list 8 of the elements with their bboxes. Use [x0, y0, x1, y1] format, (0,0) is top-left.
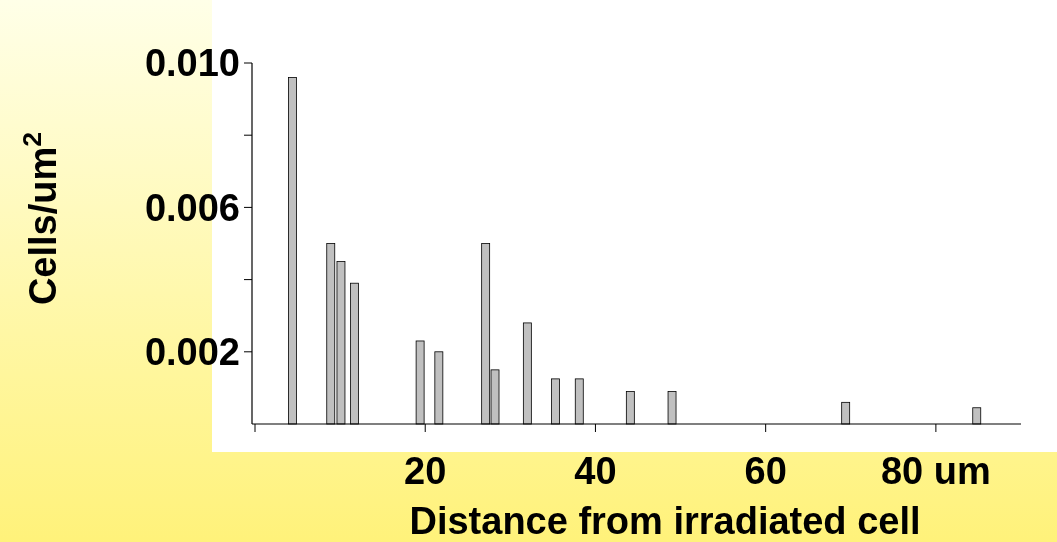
x-tick-label: 80 um — [880, 450, 991, 492]
x-axis-title: Distance from irradiated cell — [409, 500, 921, 542]
x-tick-label: 40 — [574, 450, 617, 492]
y-tick-label: 0.006 — [144, 186, 240, 229]
y-tick-label: 0.002 — [144, 331, 240, 374]
x-tick-label: 60 — [744, 450, 787, 492]
x-tick-label: 20 — [404, 450, 447, 492]
y-tick-label: 0.010 — [144, 42, 240, 85]
